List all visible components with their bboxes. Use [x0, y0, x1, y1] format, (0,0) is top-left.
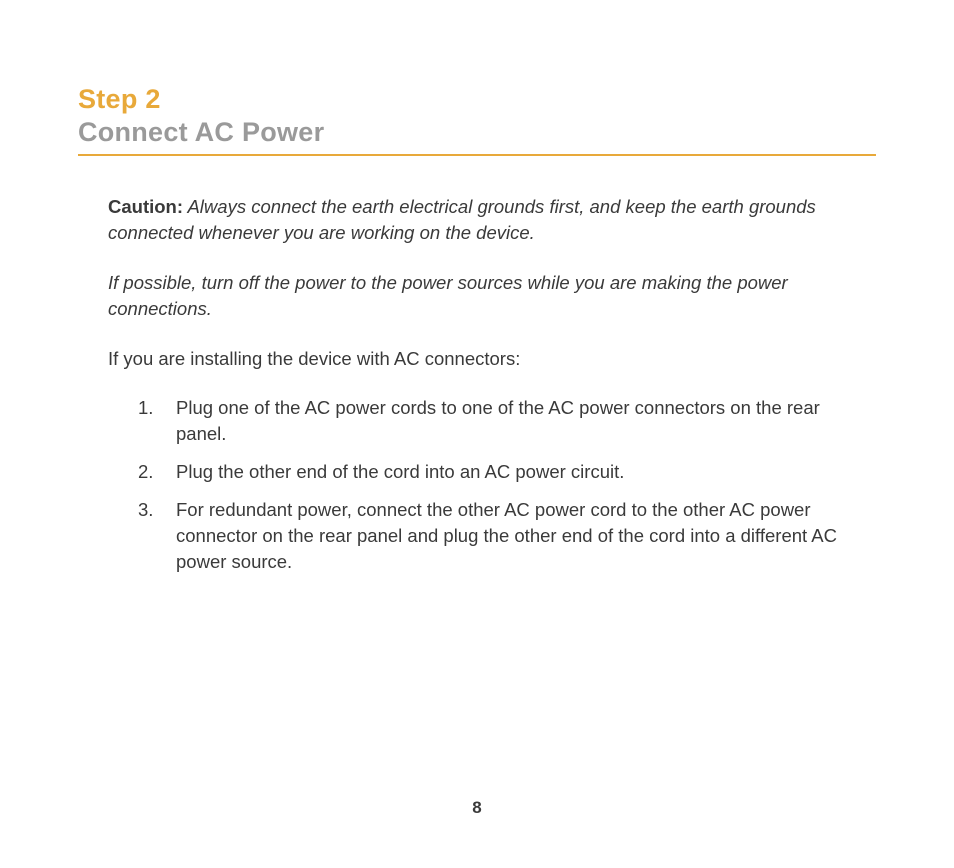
caution-text: Always connect the earth electrical grou… — [108, 196, 816, 243]
page-header: Step 2 Connect AC Power — [78, 84, 876, 156]
intro-text: If you are installing the device with AC… — [108, 346, 866, 372]
list-item: For redundant power, connect the other A… — [138, 497, 866, 575]
page-content: Caution: Always connect the earth electr… — [78, 194, 876, 575]
caution-label: Caution: — [108, 196, 183, 217]
step-title: Connect AC Power — [78, 117, 876, 148]
list-item: Plug the other end of the cord into an A… — [138, 459, 866, 485]
page-number: 8 — [0, 798, 954, 818]
caution-block: Caution: Always connect the earth electr… — [108, 194, 866, 246]
list-item: Plug one of the AC power cords to one of… — [138, 395, 866, 447]
note-text: If possible, turn off the power to the p… — [108, 270, 866, 322]
step-label: Step 2 — [78, 84, 876, 115]
step-list: Plug one of the AC power cords to one of… — [108, 395, 866, 574]
